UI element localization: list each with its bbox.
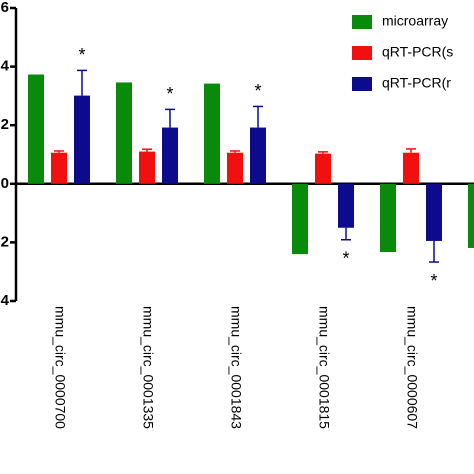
- legend-label: qRT-PCR(r: [382, 75, 451, 91]
- y-tick-label: 0: [1, 175, 9, 192]
- bar: [403, 152, 419, 184]
- x-tick-label: mmu_circ_0001335: [140, 306, 156, 429]
- x-tick-label: mmu_circ_0000607: [404, 306, 420, 429]
- y-tick-label: 4: [1, 58, 10, 75]
- x-tick-label: mmu_circ_0001843: [228, 306, 244, 429]
- legend-swatch: [352, 46, 372, 60]
- legend-label: microarray: [382, 13, 448, 29]
- bar: [204, 83, 220, 184]
- x-tick-label: mmu_circ_0001815: [316, 306, 332, 429]
- bar: [338, 183, 354, 228]
- legend-label: qRT-PCR(s: [382, 44, 453, 60]
- annotation: *: [430, 271, 437, 291]
- bar: [139, 151, 155, 184]
- bar: [162, 127, 178, 184]
- legend-swatch: [352, 77, 372, 91]
- annotation: *: [166, 84, 173, 104]
- bar: [426, 183, 442, 241]
- bar: [380, 183, 396, 253]
- annotation: *: [78, 45, 85, 65]
- bar: [74, 95, 90, 184]
- bar: [28, 74, 44, 184]
- bar: [51, 152, 67, 184]
- x-tick-label: mmu_circ_0000700: [52, 306, 68, 429]
- annotation: *: [254, 81, 261, 101]
- bar: [116, 82, 132, 184]
- bar: [292, 183, 308, 255]
- legend-swatch: [352, 15, 372, 29]
- y-tick-label: 2: [1, 116, 9, 133]
- y-tick-label: 6: [1, 0, 9, 16]
- y-tick-label: -2: [0, 233, 9, 250]
- bar: [227, 152, 243, 184]
- y-tick-label: -4: [0, 292, 10, 309]
- bar: [468, 183, 474, 248]
- annotation: *: [342, 249, 349, 269]
- bar: [315, 153, 331, 184]
- bar: [250, 127, 266, 184]
